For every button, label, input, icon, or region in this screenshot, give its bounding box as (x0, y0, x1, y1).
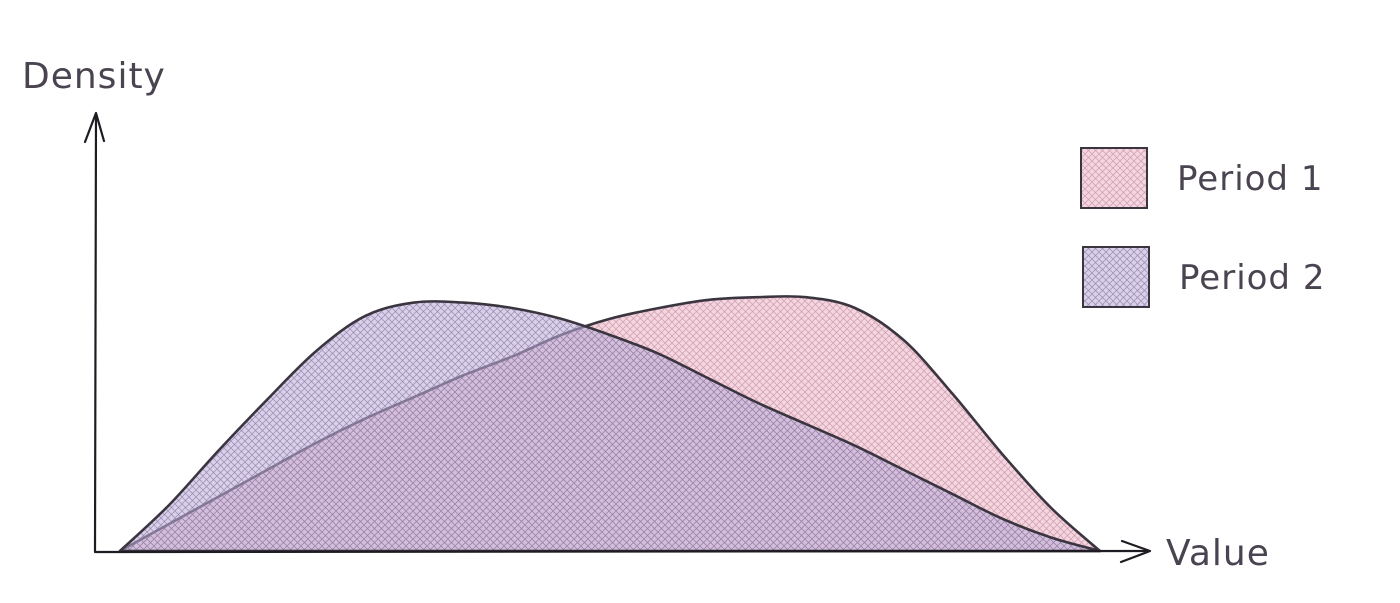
series-2-fill (120, 301, 1100, 551)
y-axis-line (93, 112, 98, 553)
legend-label-2: Period 2 (1179, 258, 1325, 298)
x-axis-label: Value (1166, 533, 1270, 574)
x-axis-line (93, 549, 1149, 554)
legend-swatch-1 (1080, 147, 1148, 209)
series-2-outline (118, 300, 1102, 553)
x-axis-arrowhead (1119, 539, 1152, 564)
legend-item-1: Period 1 (1080, 147, 1323, 209)
legend-swatch-2 (1082, 246, 1150, 308)
series-areas (118, 294, 1102, 553)
legend: Period 1 Period 2 (1080, 147, 1325, 308)
legend-label-1: Period 1 (1177, 159, 1323, 199)
axes (83, 111, 1152, 564)
series-2-area (118, 300, 1102, 553)
y-axis-label: Density (22, 56, 166, 97)
legend-item-2: Period 2 (1082, 246, 1325, 308)
y-axis-arrowhead (83, 111, 106, 144)
